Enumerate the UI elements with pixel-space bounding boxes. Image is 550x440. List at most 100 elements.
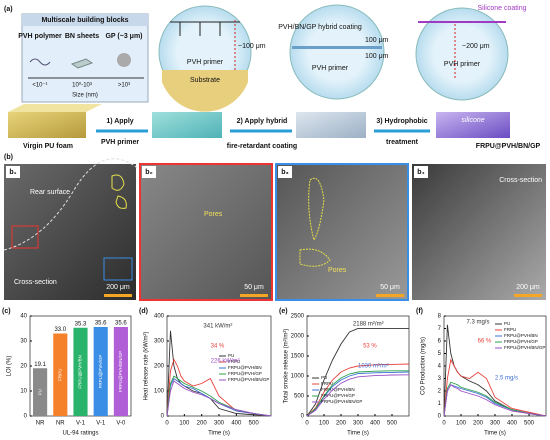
line bbox=[306, 370, 409, 417]
y-tick-label: 1 bbox=[438, 401, 442, 407]
scale-bar bbox=[514, 294, 542, 297]
y-axis-label: LOI (%) bbox=[7, 356, 13, 377]
y-tick-label: 8 bbox=[438, 314, 442, 320]
bar-label: FRPU@PVH/BN bbox=[78, 355, 83, 389]
blocks-title: Multiscale building blocks bbox=[41, 17, 128, 24]
label-box bbox=[414, 166, 428, 178]
bar bbox=[113, 327, 128, 416]
y-tick-label: 0 bbox=[24, 414, 28, 420]
annotation: 2.5 mg/s bbox=[495, 376, 518, 382]
x-tick-label: 0 bbox=[165, 421, 169, 427]
x-tick-label: 300 bbox=[490, 421, 501, 427]
sub-label: b₂ bbox=[145, 169, 152, 176]
line bbox=[306, 374, 410, 417]
annotation: 34 % bbox=[211, 344, 225, 350]
step-label: Virgin PU foam bbox=[23, 143, 73, 150]
zoom-circle bbox=[289, 4, 385, 100]
region-label: Cross-section bbox=[499, 177, 542, 184]
x-tick-label: 500 bbox=[387, 421, 398, 427]
bar bbox=[93, 327, 108, 416]
foam-block bbox=[436, 112, 510, 138]
line bbox=[443, 381, 547, 417]
foam-block bbox=[152, 112, 222, 138]
scale-label: 200 μm bbox=[516, 284, 540, 291]
y-tick-label: 4 bbox=[438, 364, 442, 370]
outline bbox=[111, 174, 127, 209]
panel-label: (b) bbox=[4, 154, 13, 161]
layer-line bbox=[292, 46, 382, 49]
legend-label: FRPU@PVH/GP bbox=[321, 393, 355, 398]
bar bbox=[33, 368, 48, 416]
legend-label: FRPU@PVH/BN bbox=[321, 387, 355, 392]
line bbox=[166, 377, 272, 417]
block-label: PVH polymer bbox=[18, 33, 62, 40]
x-tick-label: V-0 bbox=[116, 421, 126, 427]
x-tick-label: 400 bbox=[507, 421, 518, 427]
annotation: 66 % bbox=[478, 339, 492, 345]
panel-label: (c) bbox=[2, 308, 11, 315]
legend-label: FRPU@PVH/BN bbox=[228, 365, 262, 370]
x-tick-label: 100 bbox=[179, 421, 190, 427]
layer-label: PVH primer bbox=[444, 61, 481, 68]
y-tick-label: 200 bbox=[154, 364, 165, 370]
label-box bbox=[6, 166, 20, 178]
legend-label: PU bbox=[321, 375, 327, 380]
legend-label: FRPU@PVH/BN/GP bbox=[321, 399, 362, 404]
x-tick-label: 100 bbox=[319, 421, 330, 427]
y-tick-label: 6 bbox=[438, 339, 442, 345]
foam-top bbox=[8, 104, 102, 112]
line bbox=[166, 330, 272, 417]
y-tick-label: 2500 bbox=[291, 314, 305, 320]
block-label: silicone bbox=[461, 117, 484, 124]
legend-label: PU bbox=[228, 353, 234, 358]
layer-label: Silicone coating bbox=[477, 5, 526, 12]
sub-label: b₄ bbox=[417, 169, 425, 176]
thickness: ~100 μm bbox=[238, 43, 266, 50]
value-label: 19.1 bbox=[34, 362, 46, 368]
scale-label: 50 μm bbox=[244, 284, 264, 291]
scale-bar bbox=[240, 294, 268, 297]
legend-label: PU bbox=[504, 321, 510, 326]
x-tick-label: V-1 bbox=[76, 421, 86, 427]
legend-label: FRPU bbox=[228, 359, 240, 364]
zoom-circle bbox=[415, 7, 509, 101]
foam-block bbox=[8, 112, 86, 138]
y-axis-label: Total smoke release (m²/m²) bbox=[284, 329, 290, 404]
zoom-box bbox=[11, 225, 39, 249]
y-tick-label: 40 bbox=[20, 314, 27, 320]
substrate bbox=[162, 70, 248, 112]
y-tick-label: 7 bbox=[438, 326, 442, 332]
x-axis-label: Time (s) bbox=[347, 431, 369, 437]
x-tick-label: 400 bbox=[231, 421, 242, 427]
bar-label: FRPU@PVH/GP bbox=[98, 355, 103, 389]
line bbox=[306, 328, 409, 417]
bar-label: FRPU bbox=[57, 369, 62, 381]
panel-label: (a) bbox=[4, 6, 13, 13]
y-tick-label: 5 bbox=[438, 351, 442, 357]
x-tick-label: 100 bbox=[456, 421, 467, 427]
x-tick-label: 0 bbox=[442, 421, 446, 427]
outline bbox=[299, 177, 331, 267]
sub-label: b₁ bbox=[9, 169, 16, 176]
scale-bar bbox=[376, 294, 404, 297]
y-tick-label: 3 bbox=[438, 376, 442, 382]
scale-label: 200 μm bbox=[106, 284, 130, 291]
scale-label: 50 μm bbox=[380, 284, 400, 291]
x-tick-label: 200 bbox=[336, 421, 347, 427]
bar-label: FRPU@PVH/BN/GP bbox=[118, 351, 123, 392]
size-label: <10⁻¹ bbox=[32, 83, 47, 89]
layer-label: PVH primer bbox=[312, 65, 349, 72]
zoom-box bbox=[103, 257, 133, 281]
region-label: Pores bbox=[204, 211, 223, 218]
y-tick-label: 0 bbox=[161, 414, 165, 420]
x-axis-label: Time (s) bbox=[484, 431, 506, 437]
blocks-header bbox=[22, 14, 148, 26]
label-box bbox=[278, 166, 292, 178]
value-label: 35.6 bbox=[95, 321, 107, 327]
bar-label: PU bbox=[37, 389, 42, 395]
label-box bbox=[142, 166, 156, 178]
x-tick-label: NR bbox=[56, 421, 65, 427]
scale-bar bbox=[104, 294, 132, 297]
annotation: 341 kW/m² bbox=[203, 324, 232, 330]
